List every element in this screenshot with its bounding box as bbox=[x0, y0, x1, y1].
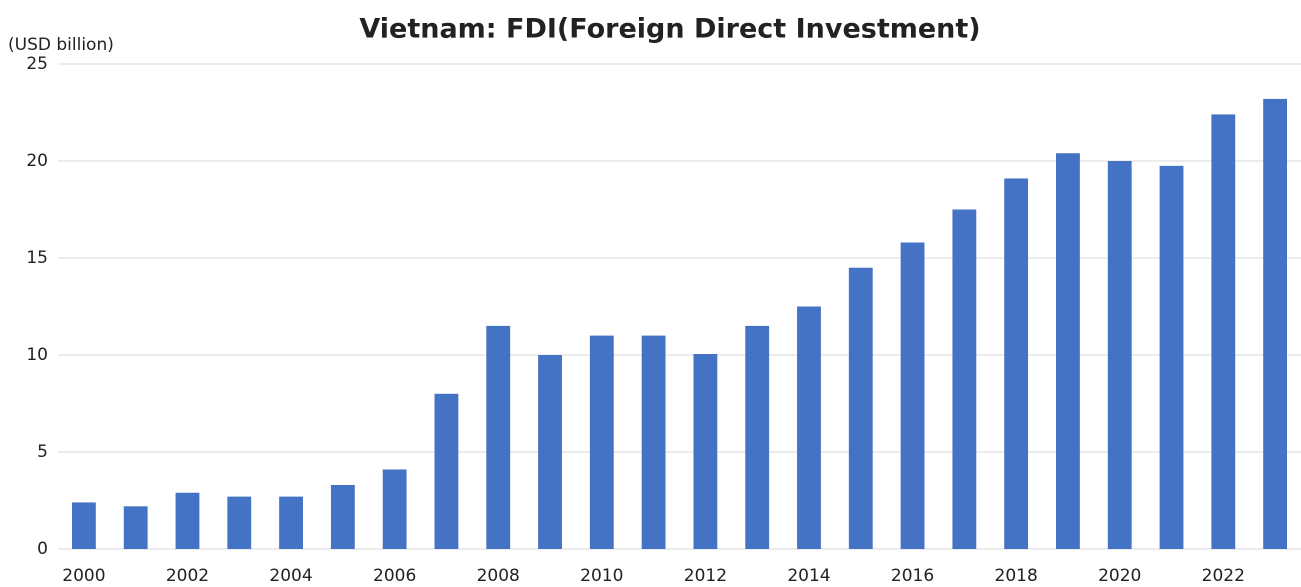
x-tick-label: 2004 bbox=[269, 566, 312, 586]
bar bbox=[1211, 114, 1236, 549]
bar bbox=[227, 496, 252, 549]
bar bbox=[952, 209, 977, 549]
bar bbox=[797, 306, 821, 549]
x-tick-label: 2008 bbox=[477, 566, 520, 586]
bar bbox=[538, 355, 562, 549]
bar bbox=[1263, 98, 1288, 550]
y-tick-label: 20 bbox=[26, 151, 48, 171]
y-tick-label: 15 bbox=[26, 248, 48, 268]
x-tick-label: 2016 bbox=[891, 566, 934, 586]
x-tick-label: 2020 bbox=[1098, 566, 1141, 586]
bar bbox=[589, 335, 614, 549]
x-tick-label: 2010 bbox=[580, 566, 623, 586]
x-tick-label: 2012 bbox=[684, 566, 727, 586]
bar bbox=[279, 496, 303, 549]
bar bbox=[175, 492, 200, 549]
x-tick-label: 2006 bbox=[373, 566, 416, 586]
y-axis-label: (USD billion) bbox=[8, 35, 114, 55]
bar bbox=[1107, 161, 1132, 549]
x-tick-label: 2022 bbox=[1202, 566, 1245, 586]
bar bbox=[900, 242, 925, 550]
x-tick-label: 2018 bbox=[995, 566, 1038, 586]
bar bbox=[382, 469, 407, 549]
bar bbox=[486, 325, 511, 549]
y-tick-label: 5 bbox=[37, 442, 48, 462]
y-tick-label: 10 bbox=[26, 345, 48, 365]
bar bbox=[123, 506, 148, 549]
bar bbox=[71, 502, 96, 549]
bar bbox=[330, 484, 355, 549]
x-tick-label: 2014 bbox=[787, 566, 830, 586]
x-tick-label: 2000 bbox=[62, 566, 105, 586]
bar bbox=[1056, 153, 1080, 550]
bar bbox=[1159, 165, 1184, 549]
bar bbox=[434, 393, 459, 549]
bar bbox=[745, 325, 770, 549]
bar bbox=[848, 267, 873, 549]
bar bbox=[693, 354, 718, 549]
y-tick-label: 25 bbox=[26, 54, 48, 74]
x-tick-label: 2002 bbox=[166, 566, 209, 586]
y-tick-label: 0 bbox=[37, 539, 48, 559]
bar bbox=[1004, 178, 1029, 549]
bar bbox=[641, 335, 666, 549]
chart-title: Vietnam: FDI(Foreign Direct Investment) bbox=[359, 14, 980, 45]
